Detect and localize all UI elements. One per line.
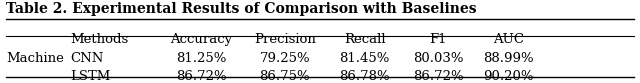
- Text: Accuracy: Accuracy: [170, 33, 233, 46]
- Text: Precision: Precision: [254, 33, 316, 46]
- Text: 86.72%: 86.72%: [413, 70, 464, 83]
- Text: Methods: Methods: [70, 33, 129, 46]
- Text: 80.03%: 80.03%: [413, 52, 463, 65]
- Text: LSTM: LSTM: [70, 70, 111, 83]
- Text: AUC: AUC: [493, 33, 524, 46]
- Text: 81.25%: 81.25%: [177, 52, 227, 65]
- Text: 86.75%: 86.75%: [259, 70, 310, 83]
- Text: Recall: Recall: [344, 33, 386, 46]
- Text: 79.25%: 79.25%: [259, 52, 310, 65]
- Text: 86.78%: 86.78%: [339, 70, 390, 83]
- Text: Table 2. Experimental Results of Comparison with Baselines: Table 2. Experimental Results of Compari…: [6, 2, 477, 16]
- Text: 86.72%: 86.72%: [176, 70, 227, 83]
- Text: 90.20%: 90.20%: [484, 70, 534, 83]
- Text: 88.99%: 88.99%: [483, 52, 534, 65]
- Text: CNN: CNN: [70, 52, 104, 65]
- Text: F1: F1: [429, 33, 447, 46]
- Text: 81.45%: 81.45%: [340, 52, 390, 65]
- Text: Machine: Machine: [6, 52, 64, 65]
